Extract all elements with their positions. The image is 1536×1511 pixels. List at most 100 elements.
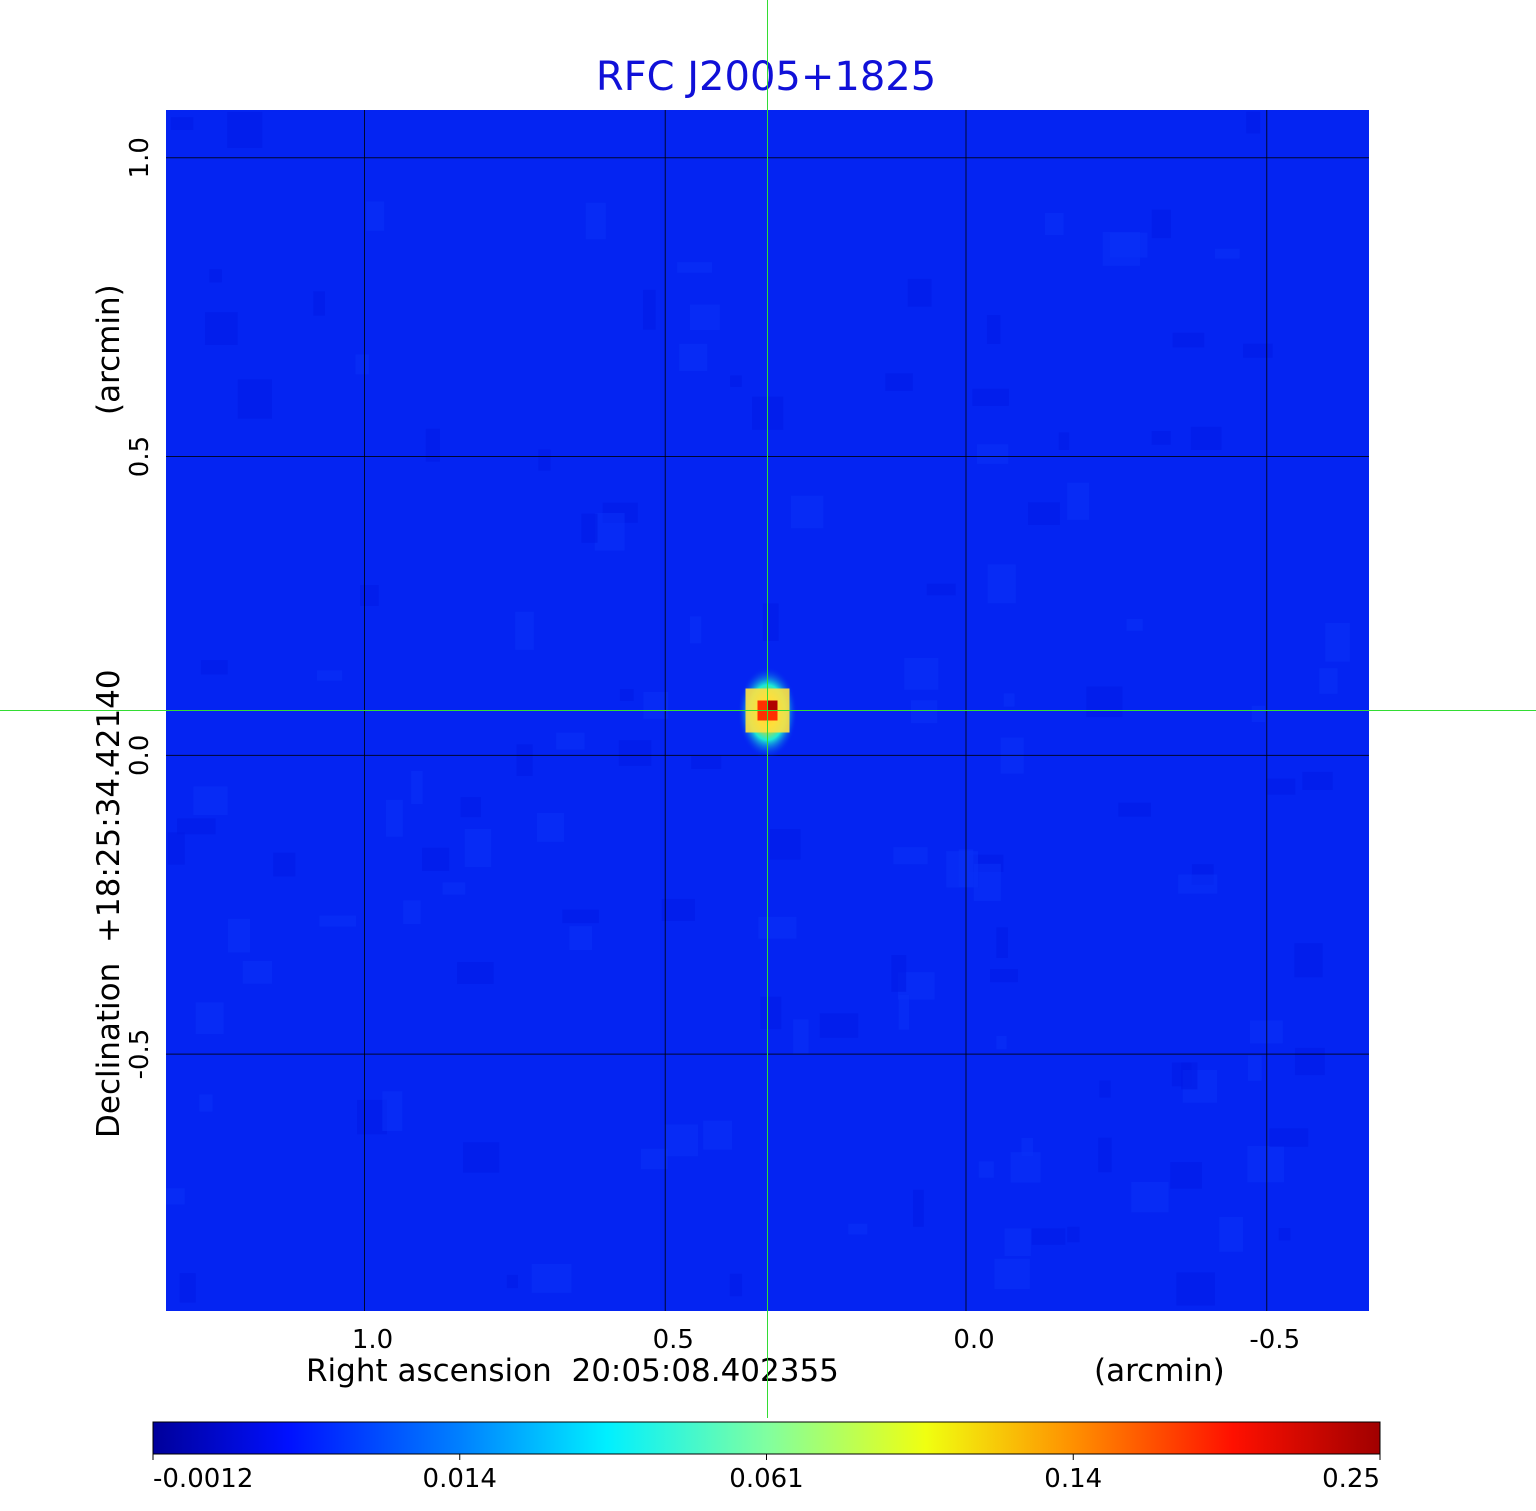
noise-patch <box>1247 1055 1262 1081</box>
noise-patch <box>1302 771 1333 790</box>
noise-patch <box>996 1035 1007 1050</box>
noise-patch <box>167 832 185 865</box>
noise-patch <box>585 202 606 240</box>
noise-patch <box>1004 1228 1031 1257</box>
noise-patch <box>661 898 695 921</box>
noise-patch <box>1325 622 1350 662</box>
noise-patch <box>994 1258 1030 1290</box>
noise-patch <box>730 375 742 387</box>
noise-patch <box>460 797 482 818</box>
noise-patch <box>1219 1216 1244 1252</box>
noise-patch <box>1021 1137 1034 1157</box>
y-axis-unit: (arcmin) <box>91 284 127 415</box>
noise-patch <box>978 1161 994 1178</box>
y-tick-label: 0.0 <box>125 735 155 776</box>
noise-patch <box>506 1274 518 1289</box>
noise-patch <box>1176 1272 1216 1306</box>
noise-patch <box>316 670 343 681</box>
noise-patch <box>703 1120 733 1150</box>
noise-patch <box>1044 212 1064 236</box>
noise-patch <box>1294 1047 1325 1076</box>
noise-patch <box>1247 1145 1285 1183</box>
noise-patch <box>848 1223 868 1235</box>
noise-patch <box>893 847 928 865</box>
noise-patch <box>170 117 194 130</box>
noise-patch <box>1181 1062 1198 1090</box>
noise-patch <box>1099 1080 1111 1098</box>
colorbar: -0.0012 0.014 0.061 0.14 0.25 <box>152 1421 1381 1494</box>
noise-patch <box>463 1142 500 1173</box>
noise-patch <box>987 564 1016 604</box>
noise-patch <box>1243 343 1273 358</box>
noise-patch <box>242 960 273 984</box>
noise-patch <box>990 969 1018 983</box>
noise-patch <box>403 900 421 925</box>
noise-patch <box>562 909 599 924</box>
y-axis-label: Declination +18:25:34.42140 <box>91 669 127 1138</box>
colorbar-tick-labels: -0.0012 0.014 0.061 0.14 0.25 <box>152 1454 1381 1494</box>
noise-patch <box>360 584 379 606</box>
noise-patch <box>200 660 228 675</box>
source-peak-pixel <box>767 700 778 711</box>
noise-patch <box>319 915 357 927</box>
noise-patch <box>531 1263 572 1293</box>
y-tick-label: 1.0 <box>125 137 155 178</box>
noise-patch <box>926 583 956 596</box>
noise-layer <box>166 111 1350 1306</box>
noise-patch <box>569 926 593 951</box>
noise-patch <box>581 513 598 543</box>
noise-patch <box>515 611 534 650</box>
noise-patch <box>758 916 797 939</box>
noise-patch <box>1010 1152 1041 1183</box>
noise-patch <box>193 786 228 816</box>
noise-patch <box>179 1273 196 1303</box>
noise-patch <box>972 388 1009 406</box>
noise-patch <box>556 732 585 750</box>
noise-patch <box>898 994 910 1030</box>
noise-patch <box>1278 1228 1291 1241</box>
noise-patch <box>1172 332 1205 348</box>
noise-patch <box>357 1099 387 1135</box>
noise-patch <box>679 343 708 372</box>
noise-patch <box>355 354 369 375</box>
noise-patch <box>1118 802 1151 817</box>
noise-patch <box>1131 1181 1169 1213</box>
y-tick-label: -0.5 <box>125 1029 155 1080</box>
noise-patch <box>1028 502 1060 525</box>
noise-patch <box>1126 618 1143 631</box>
colorbar-tick-label: 0.25 <box>1322 1464 1380 1494</box>
noise-patch <box>227 111 263 148</box>
noise-patch <box>1266 778 1296 795</box>
noise-patch <box>199 1094 213 1112</box>
noise-patch <box>411 770 423 805</box>
noise-patch <box>1178 874 1218 894</box>
noise-patch <box>619 688 634 701</box>
noise-patch <box>643 289 656 330</box>
noise-patch <box>1294 943 1323 978</box>
colorbar-tick-label: -0.0012 <box>153 1464 253 1494</box>
noise-patch <box>1031 1228 1066 1245</box>
noise-patch <box>177 818 216 835</box>
noise-patch <box>677 262 713 273</box>
x-tick-label: -0.5 <box>1249 1325 1300 1355</box>
noise-patch <box>910 700 938 724</box>
noise-patch <box>1214 248 1240 259</box>
noise-patch <box>457 962 494 985</box>
x-tick-label: 1.0 <box>352 1325 393 1355</box>
noise-patch <box>1190 426 1222 450</box>
noise-patch <box>204 312 238 345</box>
noise-patch <box>425 428 441 462</box>
x-axis-label: Right ascension 20:05:08.402355 <box>306 1353 839 1389</box>
noise-patch <box>1058 432 1070 450</box>
colorbar-tick-label: 0.014 <box>423 1464 497 1494</box>
noise-patch <box>1269 1128 1309 1147</box>
noise-patch <box>442 882 466 895</box>
chart-title: RFC J2005+1825 <box>596 54 936 100</box>
noise-patch <box>996 927 1008 958</box>
x-axis-unit: (arcmin) <box>1094 1353 1225 1389</box>
noise-patch <box>464 828 492 868</box>
noise-patch <box>366 201 385 231</box>
colorbar-tick-label: 0.14 <box>1044 1464 1102 1494</box>
noise-patch <box>885 373 913 391</box>
